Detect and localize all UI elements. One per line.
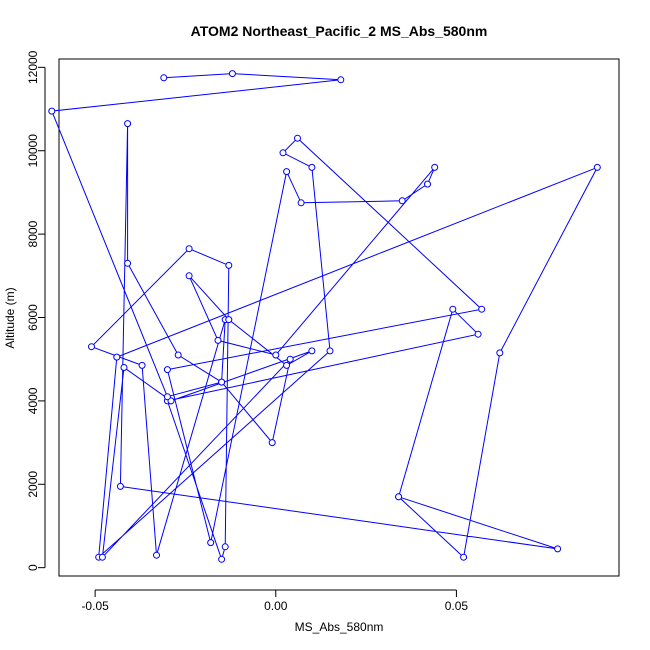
data-point [160,74,168,82]
data-point [449,305,457,313]
data-point [593,163,601,171]
data-point [221,543,229,551]
data-point [326,347,334,355]
y-tick-label: 0 [26,564,40,571]
series-layer [48,70,601,563]
y-axis-label: Altitude (m) [3,287,17,348]
data-point [225,316,233,324]
data-point [424,180,431,188]
y-tick-label: 8000 [26,220,40,247]
y-tick-label: 4000 [26,387,40,414]
data-point [460,553,468,561]
y-tick-label: 2000 [26,471,40,498]
data-point [116,482,124,490]
data-point [554,545,562,553]
data-point [297,199,305,207]
data-point [218,378,226,386]
data-point [153,551,160,559]
data-point [163,366,171,374]
data-point [185,245,193,253]
x-tick-label: 0.05 [445,599,469,613]
data-point [214,336,222,344]
data-point [431,163,439,171]
y-axis: 0 2000 4000 6000 8000 10000 12000 [26,50,46,571]
x-axis-label: MS_Abs_580nm [295,620,384,634]
data-point [474,330,482,338]
data-point [174,351,182,359]
data-point [294,134,301,142]
data-point [283,168,291,176]
data-point [268,439,276,447]
data-point [88,343,95,351]
y-tick-label: 12000 [26,50,40,84]
data-point [272,351,280,359]
data-point [398,197,406,205]
data-point [48,107,56,115]
plot-area [58,58,620,577]
chart-title: ATOM2 Northeast_Pacific_2 MS_Abs_580nm [191,23,488,39]
data-point [496,349,504,357]
data-point [185,272,193,280]
series-line [51,73,599,561]
data-point [308,163,316,171]
data-point [225,261,233,269]
x-tick-label: 0.00 [264,599,288,613]
data-point [395,493,403,501]
data-point [337,76,345,84]
data-point [308,347,316,355]
data-point [279,149,287,157]
data-point [113,353,121,361]
y-tick-label: 6000 [26,304,40,331]
data-point [207,539,215,547]
x-axis: -0.05 0.00 0.05 [81,589,469,613]
data-point [124,120,132,128]
data-point [124,259,132,267]
data-point [120,364,128,371]
data-point [218,555,226,563]
data-point [478,305,486,313]
data-point [283,361,291,369]
y-tick-label: 10000 [26,134,40,168]
data-point [98,553,106,561]
data-point [163,393,171,401]
data-point [228,70,236,78]
data-point [138,361,146,369]
data-point [286,355,294,363]
x-tick-label: -0.05 [81,599,109,613]
